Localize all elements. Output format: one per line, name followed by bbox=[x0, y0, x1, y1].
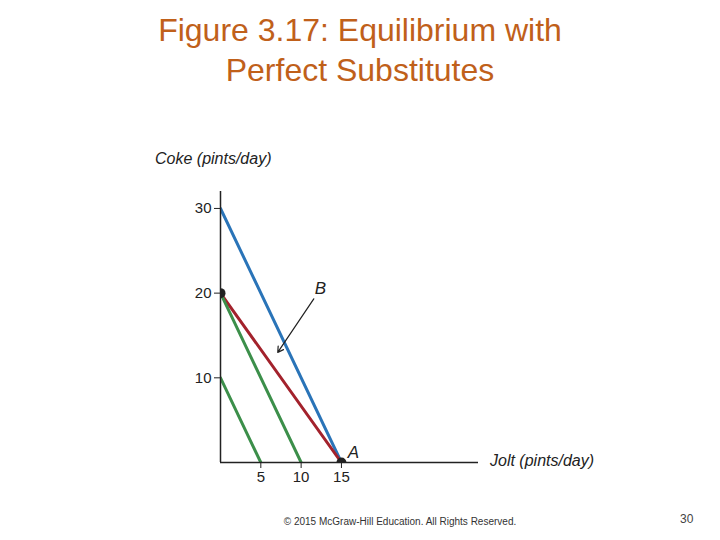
svg-text:5: 5 bbox=[257, 468, 265, 485]
svg-text:10: 10 bbox=[195, 369, 212, 386]
svg-text:10: 10 bbox=[293, 468, 310, 485]
html-text:Figure 3.17: Equilibrium with: Figure 3.17: Equilibrium with Perfect Su… bbox=[158, 12, 562, 88]
html-text:© 2015 McGraw-Hill Education.: © 2015 McGraw-Hill Education. All Rights… bbox=[283, 516, 517, 527]
svg-text:B: B bbox=[315, 279, 326, 298]
svg-text:A: A bbox=[347, 443, 359, 462]
svg-text:30: 30 bbox=[195, 199, 212, 216]
svg-text:20: 20 bbox=[195, 284, 212, 301]
html-text:30: 30 bbox=[680, 512, 694, 526]
html-text:Coke (pints/day): Coke (pints/day) bbox=[155, 150, 272, 167]
html-text:Jolt (pints/day): Jolt (pints/day) bbox=[490, 452, 594, 469]
svg-text:15: 15 bbox=[333, 468, 350, 485]
